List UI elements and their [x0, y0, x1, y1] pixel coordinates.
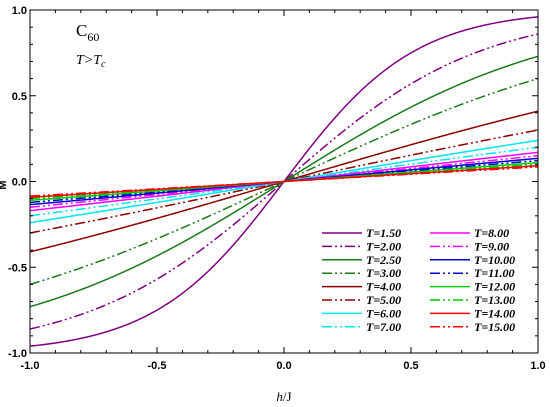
legend-label: T=6.00	[366, 306, 401, 320]
legend-label: T=2.50	[366, 253, 401, 267]
x-axis-label-var: h	[276, 389, 283, 404]
x-axis-label-unit: /J	[283, 389, 292, 404]
series-line-16	[29, 166, 539, 197]
legend-label: T=8.00	[474, 226, 509, 240]
y-tick-label: 0.5	[12, 91, 27, 103]
legend-label: T=4.00	[366, 280, 401, 294]
legend-label: T=5.00	[366, 293, 401, 307]
legend-label: T=11.00	[474, 266, 515, 280]
x-axis-label: h/J	[276, 389, 291, 404]
legend-label: T=2.00	[366, 239, 401, 253]
x-tick-label: 0.5	[403, 360, 418, 372]
x-tick-label: -1.0	[21, 360, 40, 372]
x-tick-label: -0.5	[148, 360, 167, 372]
annotation: C60 T>Tc	[76, 21, 106, 70]
legend-label: T=12.00	[474, 280, 515, 294]
series-lines	[29, 16, 539, 347]
y-tick-label: 1.0	[12, 5, 27, 17]
annotation-condition-main: T>T	[76, 53, 102, 68]
legend-label: T=14.00	[474, 306, 515, 320]
annotation-molecule-sub: 60	[87, 30, 99, 44]
tick-labels: -1.0 -0.5 0.0 0.5 1.0 -1.0 -0.5 0.0 0.5 1.0	[8, 5, 546, 372]
y-axis-label: M	[0, 180, 9, 189]
legend-label: T=13.00	[474, 293, 515, 307]
legend-label: T=1.50	[366, 226, 401, 240]
annotation-molecule-main: C	[76, 21, 87, 40]
y-tick-label: 0.0	[12, 177, 27, 189]
annotation-molecule: C60	[76, 21, 99, 44]
legend: T=1.50T=2.00T=2.50T=3.00T=4.00T=5.00T=6.…	[322, 226, 515, 334]
legend-label: T=10.00	[474, 253, 515, 267]
plot-area	[29, 9, 539, 354]
axis-ticks	[29, 9, 539, 354]
y-tick-label: -0.5	[8, 262, 27, 274]
y-tick-label: -1.0	[8, 348, 27, 360]
legend-label: T=15.00	[474, 320, 515, 334]
x-tick-label: 0.0	[276, 360, 291, 372]
legend-label: T=3.00	[366, 266, 401, 280]
annotation-condition-sub: c	[101, 59, 106, 70]
annotation-condition: T>Tc	[76, 53, 106, 70]
x-tick-label: 1.0	[530, 360, 545, 372]
legend-label: T=7.00	[366, 320, 401, 334]
legend-label: T=9.00	[474, 239, 509, 253]
